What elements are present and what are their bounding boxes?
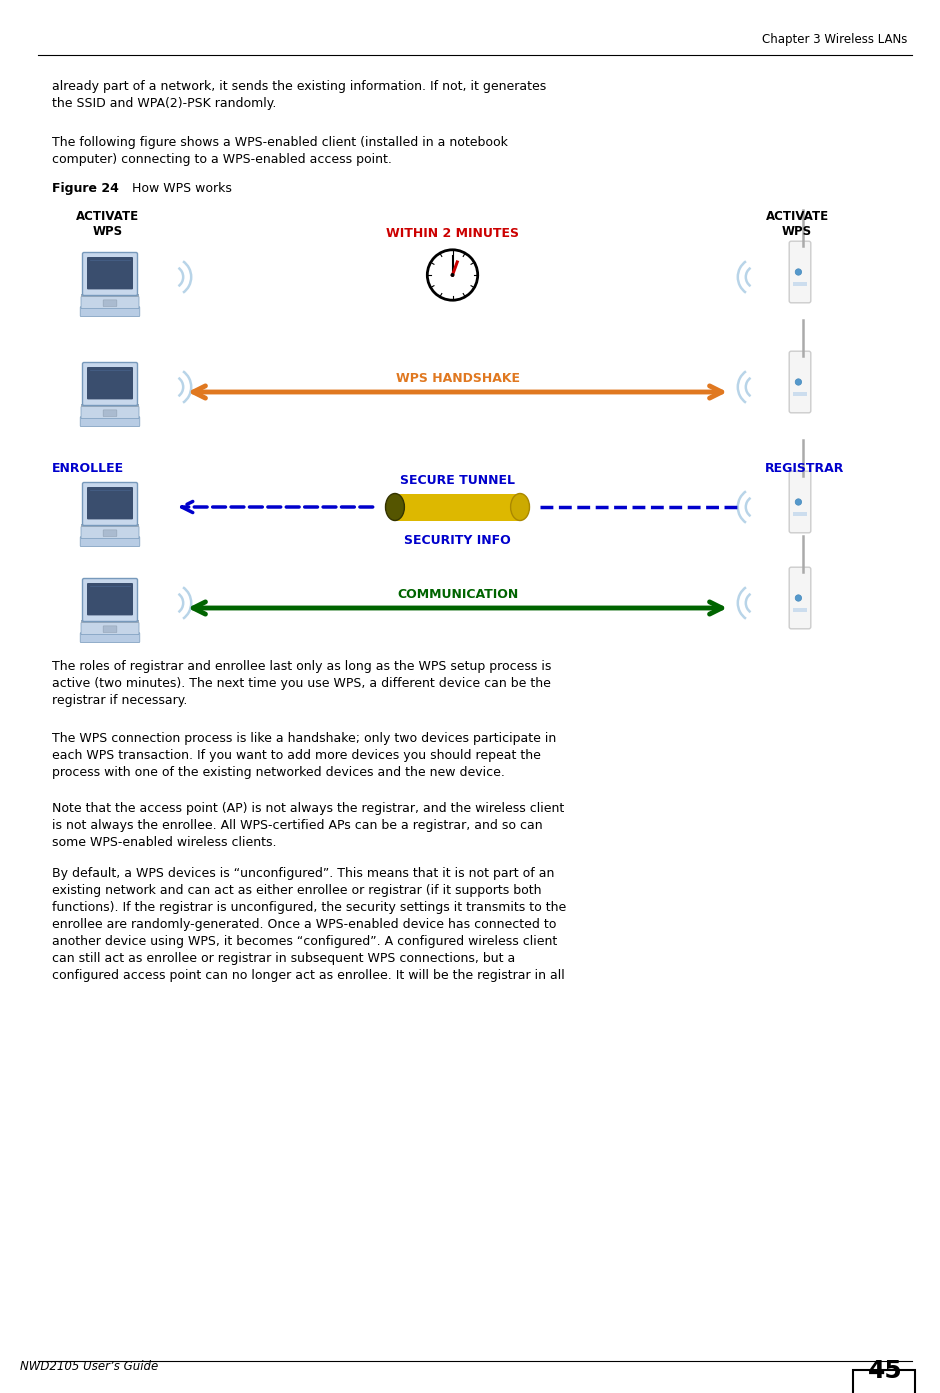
FancyBboxPatch shape [80, 536, 140, 546]
Circle shape [795, 499, 802, 506]
FancyBboxPatch shape [81, 407, 139, 419]
FancyBboxPatch shape [83, 362, 137, 405]
FancyBboxPatch shape [103, 625, 117, 632]
FancyBboxPatch shape [83, 252, 137, 295]
Text: already part of a network, it sends the existing information. If not, it generat: already part of a network, it sends the … [52, 79, 546, 110]
FancyBboxPatch shape [103, 529, 117, 536]
FancyBboxPatch shape [81, 294, 139, 297]
Text: The roles of registrar and enrollee last only as long as the WPS setup process i: The roles of registrar and enrollee last… [52, 660, 552, 708]
FancyBboxPatch shape [87, 366, 133, 400]
Text: Figure 24: Figure 24 [52, 182, 118, 195]
Text: How WPS works: How WPS works [120, 182, 232, 195]
FancyBboxPatch shape [792, 393, 807, 397]
FancyBboxPatch shape [792, 513, 807, 517]
Text: ACTIVATE
WPS: ACTIVATE WPS [765, 210, 828, 238]
FancyBboxPatch shape [81, 620, 139, 623]
Circle shape [428, 249, 478, 301]
FancyBboxPatch shape [80, 417, 140, 426]
Text: Note that the access point (AP) is not always the registrar, and the wireless cl: Note that the access point (AP) is not a… [52, 802, 564, 848]
Circle shape [450, 273, 454, 277]
Text: SECURE TUNNEL: SECURE TUNNEL [400, 474, 515, 488]
FancyBboxPatch shape [395, 493, 520, 521]
Text: WPS HANDSHAKE: WPS HANDSHAKE [396, 372, 520, 384]
Ellipse shape [385, 493, 404, 521]
Text: Chapter 3 Wireless LANs: Chapter 3 Wireless LANs [761, 33, 907, 46]
FancyBboxPatch shape [81, 524, 139, 527]
FancyBboxPatch shape [87, 584, 133, 616]
Text: COMMUNICATION: COMMUNICATION [397, 588, 518, 600]
Circle shape [795, 269, 802, 276]
Text: The following figure shows a WPS-enabled client (installed in a notebook
compute: The following figure shows a WPS-enabled… [52, 137, 508, 166]
FancyBboxPatch shape [103, 410, 117, 417]
Circle shape [795, 379, 802, 386]
Text: ACTIVATE
WPS: ACTIVATE WPS [76, 210, 139, 238]
Text: WITHIN 2 MINUTES: WITHIN 2 MINUTES [386, 227, 519, 240]
FancyBboxPatch shape [790, 241, 811, 302]
FancyBboxPatch shape [790, 471, 811, 532]
FancyBboxPatch shape [87, 256, 133, 290]
FancyBboxPatch shape [853, 1369, 915, 1393]
FancyBboxPatch shape [81, 404, 139, 407]
FancyBboxPatch shape [103, 299, 117, 306]
Circle shape [795, 595, 802, 602]
FancyBboxPatch shape [792, 283, 807, 287]
Text: By default, a WPS devices is “unconfigured”. This means that it is not part of a: By default, a WPS devices is “unconfigur… [52, 866, 566, 982]
FancyBboxPatch shape [83, 578, 137, 621]
Text: NWD2105 User’s Guide: NWD2105 User’s Guide [20, 1360, 158, 1373]
Text: SECURITY INFO: SECURITY INFO [404, 534, 510, 547]
Ellipse shape [510, 493, 529, 521]
Text: REGISTRAR: REGISTRAR [765, 462, 845, 475]
FancyBboxPatch shape [83, 482, 137, 525]
FancyBboxPatch shape [80, 632, 140, 642]
FancyBboxPatch shape [87, 488, 133, 520]
FancyBboxPatch shape [790, 351, 811, 412]
FancyBboxPatch shape [81, 297, 139, 309]
Text: The WPS connection process is like a handshake; only two devices participate in
: The WPS connection process is like a han… [52, 731, 556, 779]
FancyBboxPatch shape [81, 623, 139, 635]
FancyBboxPatch shape [792, 609, 807, 613]
FancyBboxPatch shape [790, 567, 811, 628]
FancyBboxPatch shape [80, 306, 140, 316]
Text: ENROLLEE: ENROLLEE [52, 462, 124, 475]
FancyBboxPatch shape [81, 527, 139, 539]
Text: 45: 45 [868, 1360, 902, 1383]
